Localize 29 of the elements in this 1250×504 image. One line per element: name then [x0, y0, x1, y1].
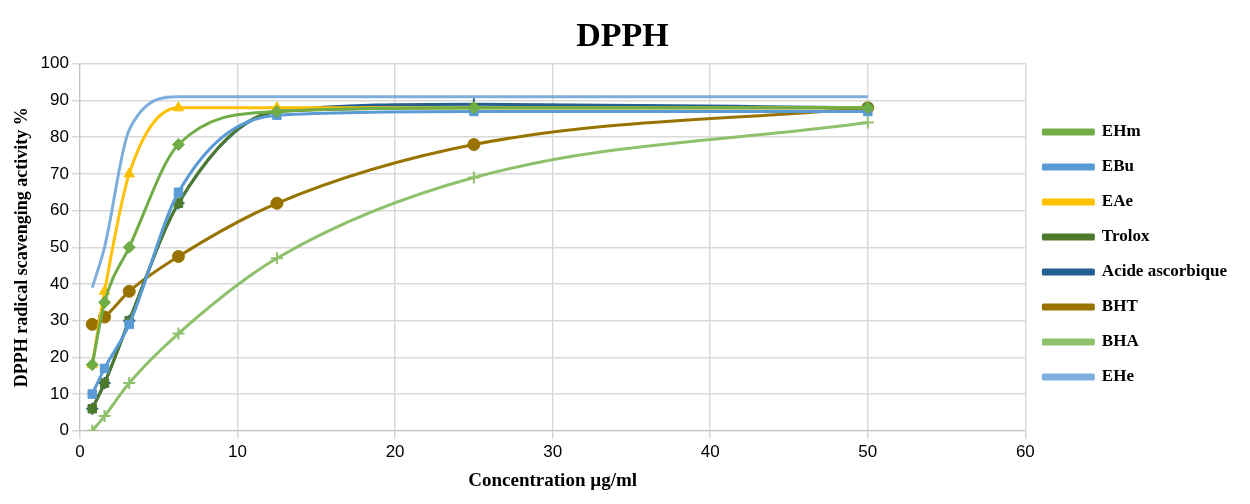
y-tick-label: 80: [50, 126, 69, 146]
x-tick-label: 60: [1015, 441, 1035, 461]
x-tick-label: 30: [543, 441, 563, 461]
y-tick-label: 0: [59, 420, 69, 440]
y-tick-label: 60: [50, 200, 69, 220]
y-tick-label: 100: [40, 53, 69, 73]
x-tick-label: 10: [228, 441, 247, 461]
legend-label: EHe: [1101, 366, 1135, 386]
y-tick-label: 50: [50, 236, 69, 256]
y-tick-label: 90: [50, 90, 69, 110]
legend-label: Acide ascorbique: [1101, 261, 1228, 281]
x-tick-label: 50: [858, 441, 878, 461]
y-tick-label: 40: [50, 273, 69, 293]
legend-label: BHT: [1101, 296, 1139, 316]
y-tick-label: 10: [50, 383, 69, 403]
y-tick-label: 30: [50, 310, 69, 330]
legend-label: EHm: [1101, 121, 1141, 141]
legend-label: BHA: [1101, 331, 1140, 351]
y-tick-label: 20: [50, 347, 69, 367]
x-tick-label: 0: [75, 441, 85, 461]
y-tick-label: 70: [50, 163, 69, 183]
legend-label: EAe: [1101, 191, 1134, 211]
legend-label: Trolox: [1101, 226, 1150, 246]
x-axis-title: Concentration µg/ml: [468, 468, 638, 490]
x-tick-label: 20: [385, 441, 405, 461]
x-tick-label: 40: [700, 441, 720, 461]
chart-title: DPPH: [576, 16, 669, 54]
legend-label: EBu: [1101, 156, 1135, 176]
y-axis-title: DPPH radical scavenging activity %: [11, 107, 32, 388]
